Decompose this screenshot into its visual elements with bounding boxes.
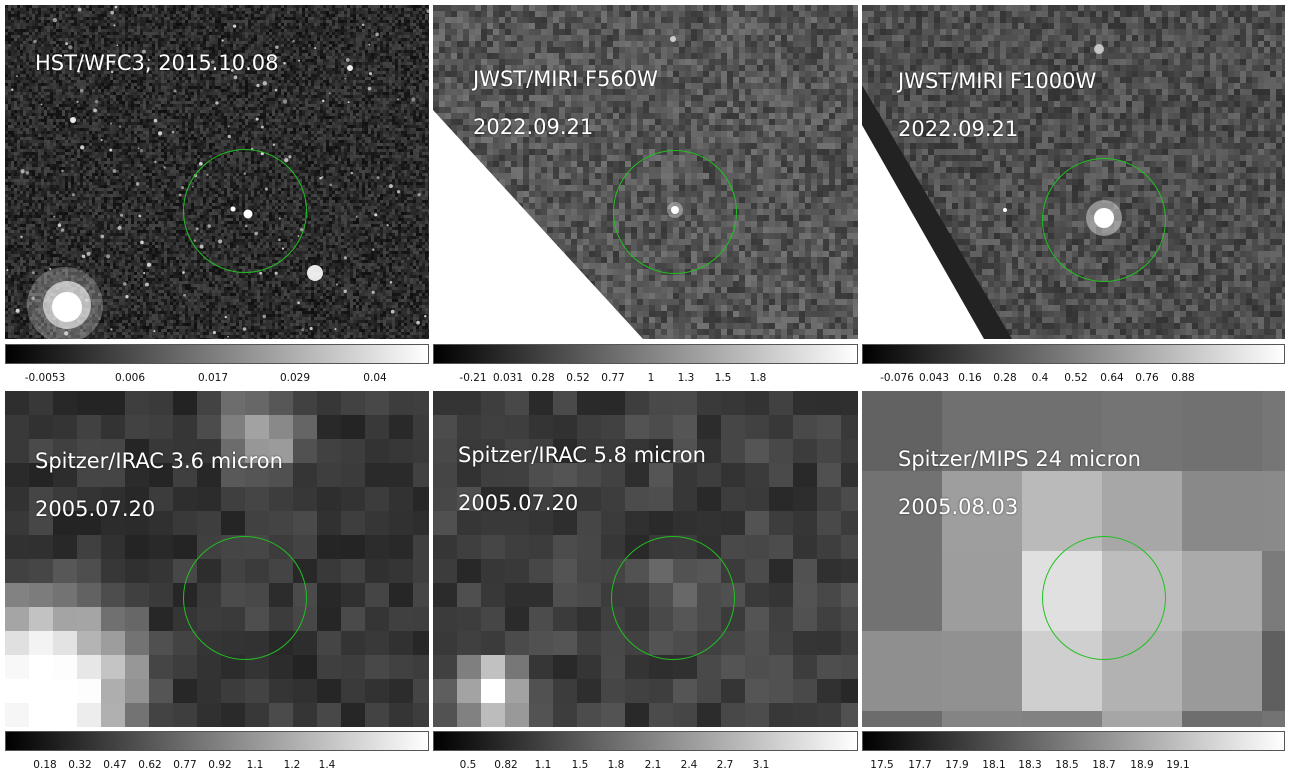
colorbar-tick-label: 2.4 [681, 759, 698, 771]
panel-spitzer-irac-3-6[interactable]: Spitzer/IRAC 3.6 micron 2005.07.20 [5, 391, 429, 727]
panel-spitzer-mips-24[interactable]: Spitzer/MIPS 24 micron 2005.08.03 [862, 391, 1285, 727]
colorbar-tick-label: 0.28 [993, 372, 1016, 384]
colorbar-tick-label: 0.88 [1171, 372, 1194, 384]
colorbar-tick-label: 1.2 [284, 759, 301, 771]
hst-image [5, 5, 429, 339]
colorbar-tick-label: 18.5 [1055, 759, 1078, 771]
colorbar-tick-label: -0.076 [880, 372, 914, 384]
colorbar-tick-label: 2.7 [717, 759, 734, 771]
colorbar-tick-label: 0.64 [1100, 372, 1123, 384]
colorbar-gradient [433, 344, 858, 364]
colorbar-tick-label: 19.1 [1166, 759, 1189, 771]
colorbar-tick-label: 0.5 [460, 759, 477, 771]
miri-f1000w-image [862, 5, 1285, 339]
colorbar-hst: -0.0053 0.006 0.017 0.029 0.04 [5, 344, 429, 388]
colorbar-tick-label: 0.76 [1135, 372, 1158, 384]
colorbar-tick-label: -0.0053 [25, 372, 66, 384]
colorbar-tick-label: 0.82 [494, 759, 517, 771]
colorbar-ticks: -0.076 0.043 0.16 0.28 0.4 0.52 0.64 0.76 0.88 [862, 372, 1285, 386]
colorbar-tick-label: 0.017 [198, 372, 228, 384]
irac-5-8-image [433, 391, 858, 727]
colorbar-tick-label: 1 [648, 372, 655, 384]
colorbar-tick-label: 0.4 [1032, 372, 1049, 384]
colorbar-miri-f1000w: -0.076 0.043 0.16 0.28 0.4 0.52 0.64 0.76 0.88 [862, 344, 1285, 388]
colorbar-tick-label: 0.62 [138, 759, 161, 771]
colorbar-ticks: -0.0053 0.006 0.017 0.029 0.04 [5, 372, 429, 386]
colorbar-tick-label: 1.1 [247, 759, 264, 771]
irac-3-6-image [5, 391, 429, 727]
colorbar-tick-label: 0.47 [103, 759, 126, 771]
colorbar-gradient [433, 731, 858, 751]
colorbar-tick-label: 18.7 [1092, 759, 1115, 771]
colorbar-tick-label: 0.029 [280, 372, 310, 384]
colorbar-tick-label: 0.16 [958, 372, 981, 384]
colorbar-ticks: 0.5 0.82 1.1 1.5 1.8 2.1 2.4 2.7 3.1 [433, 759, 858, 773]
colorbar-tick-label: 0.52 [566, 372, 589, 384]
colorbar-ticks: 17.5 17.7 17.9 18.1 18.3 18.5 18.7 18.9 19.1 [862, 759, 1285, 773]
colorbar-ticks: 0.18 0.32 0.47 0.62 0.77 0.92 1.1 1.2 1.4 [5, 759, 429, 773]
colorbar-tick-label: 0.52 [1064, 372, 1087, 384]
colorbar-tick-label: 0.031 [493, 372, 523, 384]
colorbar-ticks: -0.21 0.031 0.28 0.52 0.77 1 1.3 1.5 1.8 [433, 372, 858, 386]
colorbar-tick-label: 0.043 [919, 372, 949, 384]
colorbar-gradient [5, 344, 429, 364]
colorbar-tick-label: 0.04 [363, 372, 386, 384]
colorbar-tick-label: 17.5 [870, 759, 893, 771]
colorbar-tick-label: 0.92 [208, 759, 231, 771]
colorbar-tick-label: 0.77 [601, 372, 624, 384]
colorbar-tick-label: 1.1 [535, 759, 552, 771]
colorbar-mips-24: 17.5 17.7 17.9 18.1 18.3 18.5 18.7 18.9 19.1 [862, 731, 1285, 775]
panel-jwst-miri-f560w[interactable]: JWST/MIRI F560W 2022.09.21 [433, 5, 858, 339]
colorbar-tick-label: 1.3 [678, 372, 695, 384]
colorbar-tick-label: 18.1 [982, 759, 1005, 771]
colorbar-tick-label: 18.3 [1018, 759, 1041, 771]
colorbar-tick-label: 0.28 [531, 372, 554, 384]
colorbar-tick-label: 1.8 [750, 372, 767, 384]
mips-24-image [862, 391, 1285, 727]
colorbar-gradient [862, 344, 1285, 364]
colorbar-tick-label: -0.21 [459, 372, 486, 384]
colorbar-irac-3-6: 0.18 0.32 0.47 0.62 0.77 0.92 1.1 1.2 1.4 [5, 731, 429, 775]
colorbar-miri-f560w: -0.21 0.031 0.28 0.52 0.77 1 1.3 1.5 1.8 [433, 344, 858, 388]
colorbar-gradient [5, 731, 429, 751]
colorbar-tick-label: 17.9 [945, 759, 968, 771]
colorbar-tick-label: 3.1 [753, 759, 770, 771]
colorbar-gradient [862, 731, 1285, 751]
colorbar-tick-label: 17.7 [908, 759, 931, 771]
colorbar-tick-label: 1.5 [715, 372, 732, 384]
colorbar-tick-label: 1.8 [608, 759, 625, 771]
colorbar-tick-label: 1.4 [319, 759, 336, 771]
colorbar-tick-label: 0.18 [33, 759, 56, 771]
panel-hst-wfc3[interactable]: HST/WFC3, 2015.10.08 [5, 5, 429, 339]
colorbar-tick-label: 1.5 [572, 759, 589, 771]
panel-spitzer-irac-5-8[interactable]: Spitzer/IRAC 5.8 micron 2005.07.20 [433, 391, 858, 727]
colorbar-tick-label: 0.77 [173, 759, 196, 771]
colorbar-tick-label: 2.1 [645, 759, 662, 771]
colorbar-tick-label: 0.32 [68, 759, 91, 771]
colorbar-irac-5-8: 0.5 0.82 1.1 1.5 1.8 2.1 2.4 2.7 3.1 [433, 731, 858, 775]
panel-jwst-miri-f1000w[interactable]: JWST/MIRI F1000W 2022.09.21 [862, 5, 1285, 339]
miri-f560w-image [433, 5, 858, 339]
colorbar-tick-label: 18.9 [1130, 759, 1153, 771]
colorbar-tick-label: 0.006 [115, 372, 145, 384]
